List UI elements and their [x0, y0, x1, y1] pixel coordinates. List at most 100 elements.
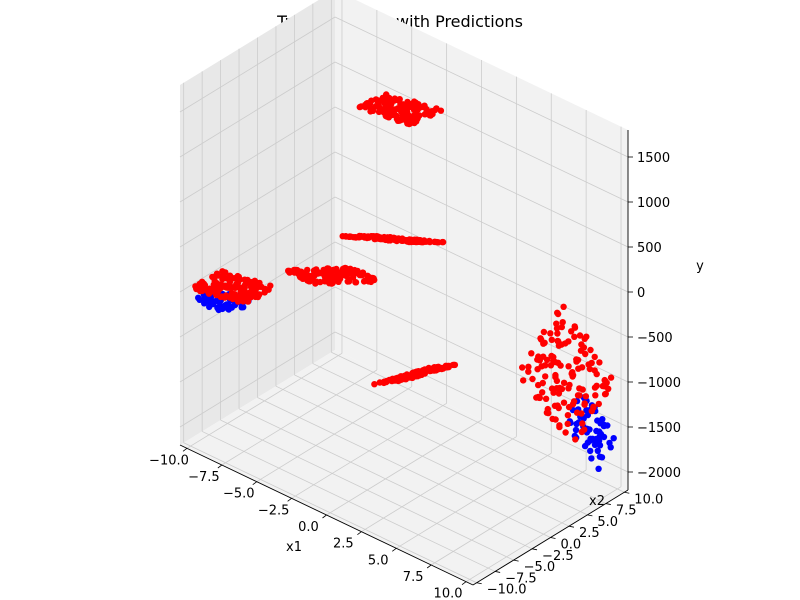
tick-labels: −10.0−7.5−5.0−2.50.02.55.07.510.0 −10.0−7…: [149, 151, 681, 600]
y-axis-label: x2: [589, 494, 605, 509]
floor-grid-y: [294, 374, 588, 516]
predictions-point: [595, 400, 602, 408]
predictions-point: [378, 235, 385, 243]
predictions-point: [219, 272, 227, 279]
true-test-data-point: [594, 447, 601, 454]
predictions-point: [588, 407, 595, 415]
predictions-point: [386, 109, 393, 117]
true-test-data-point: [606, 439, 613, 447]
floor-grid-y: [275, 385, 570, 527]
x-tick-mark: [392, 548, 397, 552]
predictions-point: [372, 103, 379, 110]
predictions-point: [291, 269, 298, 276]
predictions-point: [537, 335, 544, 342]
predictions-point: [565, 363, 572, 370]
predictions-point: [445, 362, 453, 370]
predictions-point: [566, 381, 573, 389]
y-tick-label: 7.5: [616, 504, 637, 519]
x-tick-mark: [182, 448, 188, 452]
predictions-point: [297, 268, 304, 275]
predictions-point: [534, 366, 541, 373]
predictions-point: [580, 344, 588, 351]
predictions-point: [539, 379, 546, 387]
predictions-point: [329, 279, 336, 287]
true-test-data-point: [240, 304, 247, 311]
predictions-point: [413, 118, 420, 125]
predictions-point: [564, 420, 571, 427]
predictions-point: [333, 271, 341, 278]
predictions-point: [574, 356, 582, 364]
y-tick-label: −7.5: [505, 571, 537, 586]
predictions-point: [562, 429, 569, 436]
predictions-point: [552, 371, 559, 379]
y-tick-label: −10.0: [487, 583, 527, 598]
floor-grid-y: [201, 431, 496, 572]
predictions-point: [396, 377, 403, 384]
predictions-point: [236, 276, 244, 283]
z-tick-label: 500: [637, 241, 662, 256]
predictions-point: [371, 381, 378, 388]
x-tick-mark: [461, 581, 467, 585]
predictions-point: [547, 330, 554, 337]
predictions-point: [410, 369, 418, 377]
y-tick-label: 10.0: [634, 492, 663, 507]
predictions-point: [548, 385, 556, 392]
back-grid-z: [334, 106, 629, 248]
predictions-point: [210, 281, 217, 288]
predictions-point: [519, 364, 526, 371]
predictions-point: [439, 238, 446, 246]
predictions-point: [361, 234, 368, 241]
predictions-point: [406, 236, 413, 243]
true-test-data-point: [599, 416, 606, 423]
predictions-point: [601, 383, 608, 390]
side-grid-z: [179, 151, 336, 248]
predictions-point: [576, 385, 583, 392]
predictions-point: [591, 353, 598, 361]
y-tick-mark: [624, 491, 630, 494]
x-tick-mark: [252, 481, 257, 485]
predictions-point: [421, 238, 428, 245]
predictions-point: [553, 320, 560, 327]
predictions-point: [558, 323, 565, 331]
true-test-data-point: [573, 420, 580, 428]
x-tick-mark: [287, 498, 292, 502]
predictions-point: [576, 332, 584, 339]
predictions-point: [399, 112, 406, 120]
predictions-point: [204, 288, 212, 295]
predictions-point: [351, 266, 358, 274]
predictions-point: [593, 370, 600, 378]
predictions-point: [535, 353, 542, 360]
true-test-data-point: [195, 294, 202, 301]
predictions-point: [247, 294, 254, 301]
predictions-point: [267, 282, 274, 289]
predictions-point: [225, 284, 232, 291]
back-grid-z: [334, 151, 629, 293]
predictions-point: [246, 278, 253, 285]
z-tick-label: 1000: [637, 196, 670, 211]
floor-grid-y: [220, 419, 514, 561]
y-tick-mark: [476, 582, 482, 585]
true-test-data-point: [596, 453, 604, 460]
predictions-point: [234, 298, 242, 305]
predictions-point: [384, 235, 392, 242]
x-tick-mark: [322, 514, 327, 519]
predictions-point: [352, 279, 359, 286]
y-tick-label: 0.0: [561, 538, 582, 553]
predictions-point: [431, 238, 439, 245]
y-tick-mark: [587, 514, 593, 517]
predictions-point: [560, 399, 568, 406]
predictions-point: [212, 289, 219, 296]
predictions-point: [440, 365, 447, 372]
predictions-point: [356, 233, 363, 240]
predictions-point: [313, 278, 320, 285]
predictions-point: [239, 291, 246, 299]
predictions-point: [581, 400, 588, 407]
predictions-point: [367, 108, 374, 115]
predictions-point: [217, 284, 224, 292]
x-tick-label: 5.0: [368, 553, 389, 568]
predictions-point: [568, 328, 575, 335]
predictions-point: [573, 409, 581, 416]
predictions-point: [426, 367, 434, 375]
z-tick-label: 0: [637, 286, 645, 301]
predictions-point: [520, 377, 527, 384]
